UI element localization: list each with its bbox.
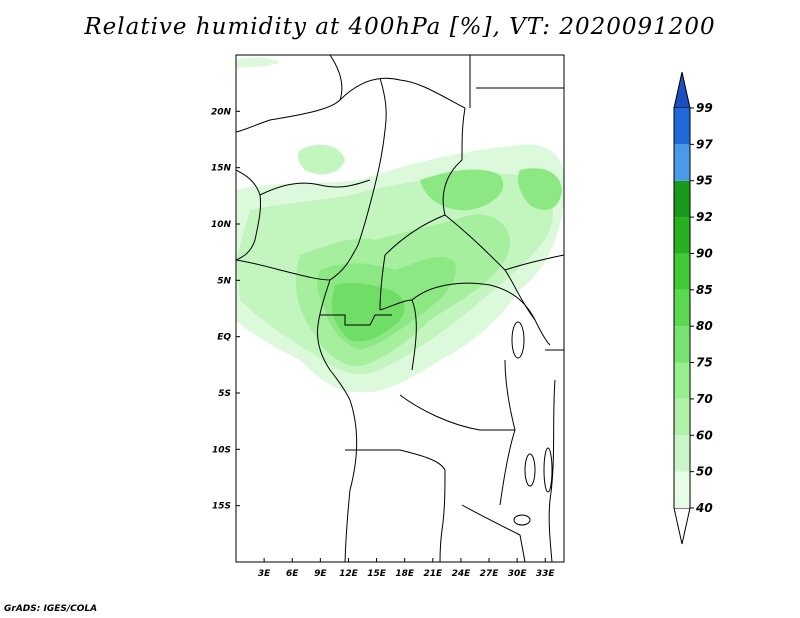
border-line-14 (439, 469, 446, 562)
border-line-17 (411, 282, 536, 321)
lon-tick-label: 18E (395, 569, 415, 579)
lon-tick-label: 30E (508, 569, 528, 579)
colorbar-box (674, 326, 690, 363)
border-line-22 (499, 429, 516, 506)
longitude-axis: 3E 6E 9E 12E 15E 18E 21E 24E 27E 30E 33E (258, 558, 556, 579)
lat-tick-label: EQ (217, 333, 231, 343)
border-line-0 (236, 55, 343, 133)
grads-credit: GrADS: IGES/COLA (4, 604, 98, 614)
colorbar-box (674, 289, 690, 327)
country-borders (236, 55, 564, 562)
colorbar-level-label: 97 (696, 137, 713, 151)
border-line-9 (379, 254, 386, 311)
lon-tick-label: 21E (423, 569, 443, 579)
lat-tick-label: 20N (211, 107, 232, 117)
border-line-1 (339, 77, 466, 109)
border-line-8 (329, 184, 376, 281)
lat-tick-label: 5N (217, 276, 231, 286)
colorbar-box (674, 471, 690, 508)
colorbar-level-label: 92 (696, 210, 713, 224)
border-line-21 (504, 359, 516, 431)
lake-outline-2 (543, 447, 553, 493)
colorbar-level-label: 95 (696, 174, 713, 188)
colorbar-level-label: 50 (696, 465, 713, 479)
colorbar-top-triangle (673, 71, 691, 109)
lat-tick-label: 15S (212, 502, 231, 512)
lon-tick-label: 27E (480, 569, 500, 579)
lake-outline-1 (524, 453, 536, 487)
border-line-5 (374, 77, 387, 186)
border-line-20 (534, 319, 551, 346)
lon-tick-label: 3E (258, 569, 271, 579)
colorbar: 40 50 60 70 75 80 85 90 92 95 97 99 (673, 71, 713, 545)
colorbar-level-label: 70 (696, 392, 713, 406)
border-line-12 (344, 399, 358, 562)
border-line-7 (236, 259, 331, 281)
colorbar-box (674, 398, 690, 436)
colorbar-level-label: 80 (696, 319, 713, 333)
border-line-27 (548, 379, 556, 562)
map-frame (235, 54, 565, 563)
latitude-axis: 20N 15N 10N 5N EQ 5S 10S 15S (211, 107, 240, 512)
colorbar-box (674, 180, 690, 218)
border-line-25 (259, 179, 371, 196)
border-line-4 (461, 107, 466, 161)
border-line-6 (384, 159, 463, 256)
colorbar-box (674, 253, 690, 290)
border-line-10 (317, 279, 331, 326)
colorbar-box (674, 362, 690, 399)
humidity-region-8 (236, 57, 280, 68)
humidity-region-5 (420, 169, 504, 211)
map-title: Relative humidity at 400hPa [%], VT: 202… (84, 14, 716, 40)
colorbar-level-label: 90 (696, 246, 713, 260)
colorbar-box (674, 435, 690, 472)
border-line-23 (399, 394, 515, 431)
colorbar-box (674, 108, 690, 145)
lat-tick-label: 10N (211, 220, 232, 230)
border-line-24 (236, 169, 261, 261)
colorbar-level-label: 99 (696, 101, 713, 115)
lon-tick-label: 15E (367, 569, 387, 579)
border-line-13 (345, 449, 446, 471)
border-line-15 (461, 504, 526, 562)
border-line-11 (317, 324, 351, 401)
colorbar-box (674, 144, 690, 181)
humidity-region-6 (518, 168, 562, 210)
lake-outline-0 (511, 321, 525, 359)
lon-tick-label: 24E (452, 569, 472, 579)
border-line-19 (504, 254, 564, 271)
colorbar-level-label: 85 (696, 283, 713, 297)
lat-tick-label: 5S (218, 389, 231, 399)
colorbar-level-label: 40 (695, 501, 713, 515)
lake-outline-3 (513, 514, 531, 526)
border-line-18 (444, 214, 536, 321)
colorbar-level-label: 75 (696, 356, 713, 370)
humidity-region-4 (331, 282, 405, 342)
lon-tick-label: 6E (286, 569, 299, 579)
humidity-shading (236, 57, 564, 393)
lon-tick-label: 9E (314, 569, 327, 579)
colorbar-bottom-triangle (673, 507, 691, 545)
lat-tick-label: 15N (211, 164, 232, 174)
border-line-28 (320, 314, 392, 326)
lat-tick-label: 10S (212, 445, 231, 455)
lon-tick-label: 12E (339, 569, 359, 579)
humidity-region-7 (297, 144, 345, 175)
colorbar-level-label: 60 (696, 428, 713, 442)
border-line-16 (379, 299, 417, 371)
lon-tick-label: 33E (536, 569, 556, 579)
colorbar-box (674, 217, 690, 254)
